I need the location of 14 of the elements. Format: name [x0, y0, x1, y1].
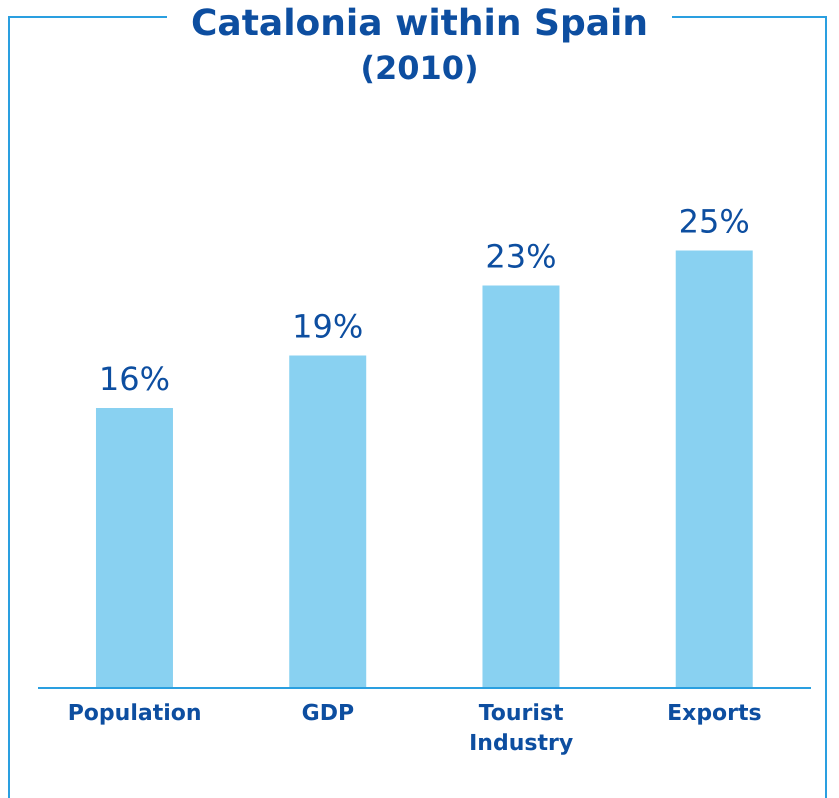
- bar: [289, 356, 366, 688]
- bar: [96, 408, 173, 688]
- data-label: 16%: [98, 360, 170, 398]
- data-label: 23%: [485, 238, 557, 276]
- chart-title: Catalonia within Spain: [167, 2, 672, 46]
- data-label: 19%: [292, 308, 364, 346]
- x-tick-label: GDP: [302, 701, 354, 726]
- x-tick-label: Population: [68, 701, 202, 726]
- x-tick-label: Exports: [667, 701, 762, 726]
- bar: [676, 250, 753, 688]
- chart-subtitle: (2010): [359, 48, 480, 89]
- x-tick-label: Tourist Industry: [469, 701, 574, 756]
- bar: [482, 286, 560, 688]
- data-label: 25%: [678, 202, 750, 240]
